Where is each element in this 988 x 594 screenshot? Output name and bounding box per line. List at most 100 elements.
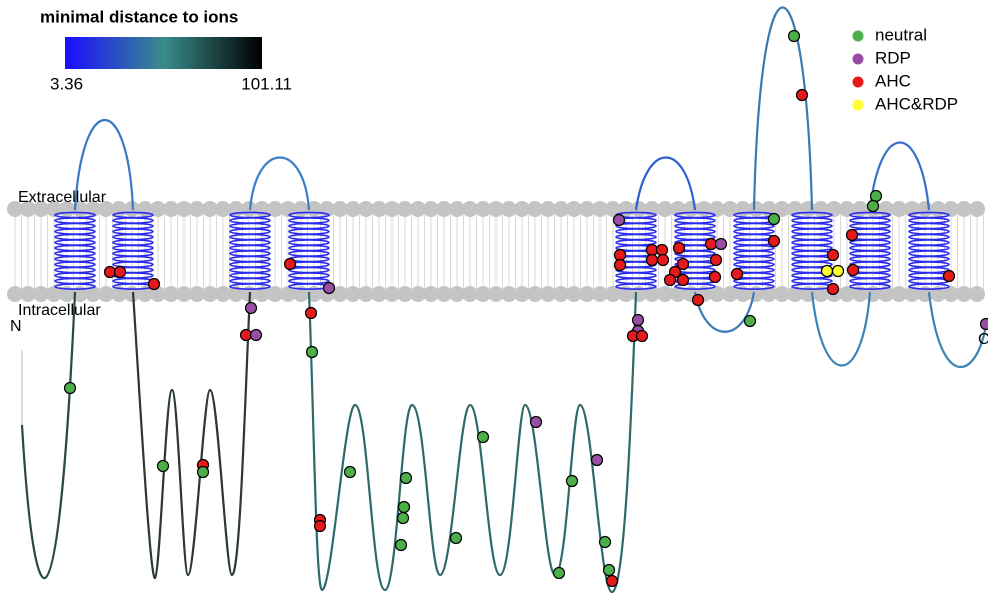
- lipid-head: [891, 201, 907, 217]
- lipid-head: [176, 201, 192, 217]
- helix-turn: [849, 239, 891, 246]
- lipid-head: [462, 286, 478, 302]
- variant-dot: [449, 531, 463, 545]
- variant-dot: [598, 535, 612, 549]
- helix-turn: [908, 277, 950, 285]
- variant-dot: [147, 277, 161, 291]
- lipid-head: [371, 286, 387, 302]
- variant-dot: [714, 237, 728, 251]
- variant-dot: [942, 269, 956, 283]
- lipid-head: [579, 286, 595, 302]
- lipid-head: [839, 201, 855, 217]
- lipid-head: [280, 286, 296, 302]
- variant-dot: [249, 328, 263, 342]
- variants: [63, 29, 988, 588]
- helix-turn: [615, 233, 657, 241]
- chain-segment: [307, 291, 638, 594]
- chain-segment: [810, 291, 872, 367]
- lipid-head: [215, 286, 231, 302]
- lipid-head: [540, 201, 556, 217]
- lipid-head: [46, 286, 62, 302]
- lipid-head: [449, 286, 465, 302]
- chain-segment: [868, 141, 931, 211]
- lipid-head: [423, 201, 439, 217]
- lipid-head: [501, 201, 517, 217]
- helix-turn: [54, 283, 96, 290]
- lipid-head: [475, 286, 491, 302]
- lipid-head: [943, 286, 959, 302]
- variant-dot: [704, 237, 718, 251]
- variant-dot: [590, 453, 604, 467]
- variant-dot: [708, 270, 722, 284]
- lipid-head: [33, 201, 49, 217]
- colorbar: [65, 37, 262, 69]
- colorbar-title: minimal distance to ions: [40, 7, 238, 26]
- helix-turn: [908, 217, 950, 224]
- legend: neutral RDP AHC AHC&RDP: [852, 25, 958, 113]
- lipid-head: [7, 286, 23, 302]
- lipid-head: [735, 286, 751, 302]
- legend-label: RDP: [875, 48, 911, 67]
- chain-segment: [752, 6, 814, 211]
- variant-dot: [239, 328, 253, 342]
- lipid-head: [553, 201, 569, 217]
- variant-dot: [866, 199, 880, 213]
- lipid-head: [358, 286, 374, 302]
- variant-dot: [605, 574, 619, 588]
- chain-segment: [693, 291, 756, 333]
- colorbar-max: 101.11: [241, 74, 292, 93]
- lipid-head: [137, 286, 153, 302]
- lipid-head: [384, 286, 400, 302]
- variant-dot: [691, 293, 705, 307]
- helix-turn: [229, 283, 271, 290]
- lipid-head: [345, 201, 361, 217]
- lipid-head: [566, 201, 582, 217]
- lipid-head: [527, 201, 543, 217]
- variant-dot: [767, 234, 781, 248]
- variant-dot: [631, 313, 645, 327]
- lipid-head: [605, 286, 621, 302]
- lipid-head: [397, 286, 413, 302]
- variant-dot: [397, 500, 411, 514]
- helix-turn: [908, 266, 950, 274]
- variant-dot: [396, 511, 410, 525]
- variant-dot: [846, 263, 860, 277]
- lipid-head: [904, 286, 920, 302]
- lipid-head: [332, 201, 348, 217]
- variant-dot: [63, 381, 77, 395]
- lipid-head: [449, 201, 465, 217]
- legend-swatch: [852, 53, 864, 65]
- helix-turn: [908, 228, 950, 235]
- helix-turn: [908, 222, 950, 230]
- chain-segment: [248, 156, 311, 211]
- lipid-head: [85, 286, 101, 302]
- lipid-head: [605, 201, 621, 217]
- lipid-head: [176, 286, 192, 302]
- lipid-head: [436, 286, 452, 302]
- lipid-head: [891, 286, 907, 302]
- variant-dot: [476, 430, 490, 444]
- helix-turn: [849, 250, 891, 257]
- lipid-head: [592, 286, 608, 302]
- variant-dot: [826, 282, 840, 296]
- helix-turn: [791, 250, 833, 257]
- variant-dot: [709, 253, 723, 267]
- lipid-head: [7, 201, 23, 217]
- lipid-head: [254, 286, 270, 302]
- chain-segment: [73, 119, 135, 211]
- helix-turn: [849, 244, 891, 252]
- lipid-head: [228, 286, 244, 302]
- lipid-head: [813, 286, 829, 302]
- variant-dot: [787, 29, 801, 43]
- variant-dot: [979, 317, 988, 331]
- lipid-head: [215, 201, 231, 217]
- lipid-head: [410, 201, 426, 217]
- helix-turn: [908, 250, 950, 257]
- lipid-head: [267, 201, 283, 217]
- variant-dot: [612, 213, 626, 227]
- lipid-head: [501, 286, 517, 302]
- lipid-head: [124, 286, 140, 302]
- helix-turn: [791, 222, 833, 230]
- lipid-head: [878, 286, 894, 302]
